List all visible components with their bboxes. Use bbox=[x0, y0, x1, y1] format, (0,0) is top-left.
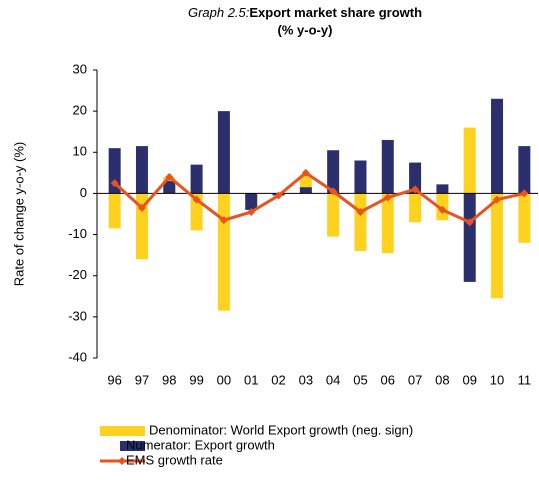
bar bbox=[135, 146, 148, 194]
y-tick-label: -40 bbox=[68, 349, 87, 364]
line-marker bbox=[137, 203, 146, 212]
legend-label: Numerator: Export growth bbox=[126, 437, 275, 452]
line-marker bbox=[247, 207, 256, 216]
x-tick-label: 06 bbox=[381, 372, 395, 387]
bar bbox=[245, 193, 258, 210]
title-prefix: Graph 2.5: bbox=[188, 5, 250, 20]
bar bbox=[463, 193, 476, 282]
bar bbox=[463, 127, 476, 194]
bar bbox=[518, 146, 531, 194]
x-tick-label: 96 bbox=[107, 372, 121, 387]
bar bbox=[108, 193, 121, 229]
bar bbox=[518, 193, 531, 243]
line-marker bbox=[465, 218, 474, 227]
x-tick-label: 04 bbox=[326, 372, 340, 387]
x-tick-label: 01 bbox=[244, 372, 258, 387]
y-tick-label: -30 bbox=[68, 308, 87, 323]
title-main: Export market share growth bbox=[249, 5, 422, 20]
x-tick-label: 10 bbox=[490, 372, 504, 387]
line bbox=[113, 170, 525, 224]
x-tick-label: 08 bbox=[435, 372, 449, 387]
bar bbox=[436, 184, 449, 194]
line-marker bbox=[329, 187, 338, 196]
line-marker bbox=[274, 191, 283, 200]
x-tick-label: 98 bbox=[162, 372, 176, 387]
line-marker bbox=[301, 168, 310, 177]
bar bbox=[491, 193, 504, 299]
chart-title: Graph 2.5:Export market share growth bbox=[188, 5, 422, 20]
y-tick-label: -10 bbox=[68, 226, 87, 241]
line-marker bbox=[411, 185, 420, 194]
bar bbox=[381, 139, 394, 194]
line-marker bbox=[493, 195, 502, 204]
y-tick-label: 20 bbox=[73, 103, 87, 118]
bar bbox=[409, 193, 422, 223]
bar bbox=[217, 111, 230, 194]
line-marker bbox=[219, 216, 228, 225]
bar bbox=[327, 193, 340, 237]
line-marker bbox=[110, 179, 119, 188]
x-tick-label: 11 bbox=[518, 372, 532, 387]
x-tick-label: 05 bbox=[353, 372, 367, 387]
y-tick-label: 30 bbox=[73, 61, 87, 76]
legend-swatch bbox=[120, 441, 145, 451]
bar bbox=[354, 160, 367, 194]
bar bbox=[135, 193, 148, 260]
chart-subtitle: (% y-o-y) bbox=[278, 22, 333, 37]
x-tick-label: 97 bbox=[135, 372, 149, 387]
legend-marker bbox=[118, 457, 126, 465]
x-tick-label: 07 bbox=[408, 372, 422, 387]
line-marker bbox=[165, 172, 174, 181]
bar bbox=[163, 181, 176, 194]
bar bbox=[217, 193, 230, 311]
legend-swatch bbox=[100, 426, 145, 436]
line-marker bbox=[192, 195, 201, 204]
legend-label: Denominator: World Export growth (neg. s… bbox=[149, 422, 413, 437]
bar bbox=[108, 148, 121, 194]
y-axis-label: Rate of change y-o-y (%) bbox=[11, 142, 26, 287]
y-tick-label: 10 bbox=[73, 144, 87, 159]
legend-label: EMS growth rate bbox=[126, 452, 223, 467]
line-marker bbox=[438, 205, 447, 214]
bar bbox=[327, 150, 340, 194]
bar bbox=[354, 193, 367, 252]
bar bbox=[299, 187, 312, 194]
bar bbox=[409, 162, 422, 194]
y-tick-label: 0 bbox=[80, 185, 87, 200]
line-marker bbox=[383, 193, 392, 202]
bar bbox=[491, 98, 504, 194]
line-marker bbox=[356, 207, 365, 216]
bar bbox=[190, 164, 203, 194]
x-tick-label: 03 bbox=[299, 372, 313, 387]
bar bbox=[381, 193, 394, 254]
x-tick-label: 00 bbox=[217, 372, 231, 387]
line-marker bbox=[520, 189, 529, 198]
x-tick-label: 02 bbox=[271, 372, 285, 387]
x-tick-label: 99 bbox=[189, 372, 203, 387]
x-tick-label: 09 bbox=[462, 372, 476, 387]
y-tick-label: -20 bbox=[68, 267, 87, 282]
